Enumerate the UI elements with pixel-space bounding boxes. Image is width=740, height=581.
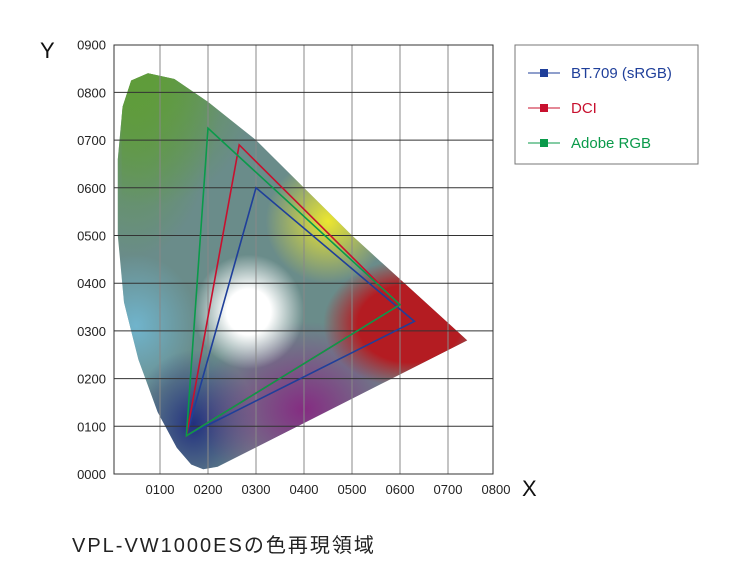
y-tick-label: 0200 [77,372,106,387]
chart-title: VPL-VW1000ESの色再現領域 [72,534,376,557]
series-triangle [185,186,416,438]
legend-items: BT.709 (sRGB) DCI Adobe RGB [528,65,672,152]
x-tick-label: 0100 [146,482,175,497]
tick-labels: 0100 0200 0300 0400 0500 0600 0700 0800 0000 0100… [77,38,510,497]
legend-label: BT.709 (sRGB) [571,65,672,82]
y-tick-label: 0700 [77,133,106,148]
y-tick-label: 0800 [77,85,106,100]
x-tick-label: 0400 [290,482,319,497]
y-tick-label: 0000 [77,467,106,482]
x-tick-label: 0700 [434,482,463,497]
legend-marker [540,69,548,77]
color-blob [193,254,304,370]
x-tick-label: 0200 [194,482,223,497]
x-tick-label: 0300 [242,482,271,497]
legend-label: Adobe RGB [571,135,651,152]
x-tick-label: 0800 [482,482,511,497]
legend: BT.709 (sRGB) DCI Adobe RGB [514,44,699,165]
series-triangle [185,126,402,438]
legend-marker [540,139,548,147]
y-tick-label: 0300 [77,324,106,339]
series-group [185,126,416,438]
x-tick-label: 0600 [386,482,415,497]
legend-marker [540,104,548,112]
y-tick-label: 0900 [77,38,106,53]
y-tick-label: 0100 [77,419,106,434]
y-tick-label: 0400 [77,276,106,291]
y-tick-label: 0500 [77,229,106,244]
x-axis-label: X [522,476,537,501]
legend-label: DCI [571,100,597,117]
plot-frame [113,44,494,475]
y-axis-label: Y [40,38,55,63]
grid [114,45,493,474]
x-tick-label: 0500 [338,482,367,497]
chromaticity-locus [117,73,468,470]
y-tick-label: 0600 [77,181,106,196]
